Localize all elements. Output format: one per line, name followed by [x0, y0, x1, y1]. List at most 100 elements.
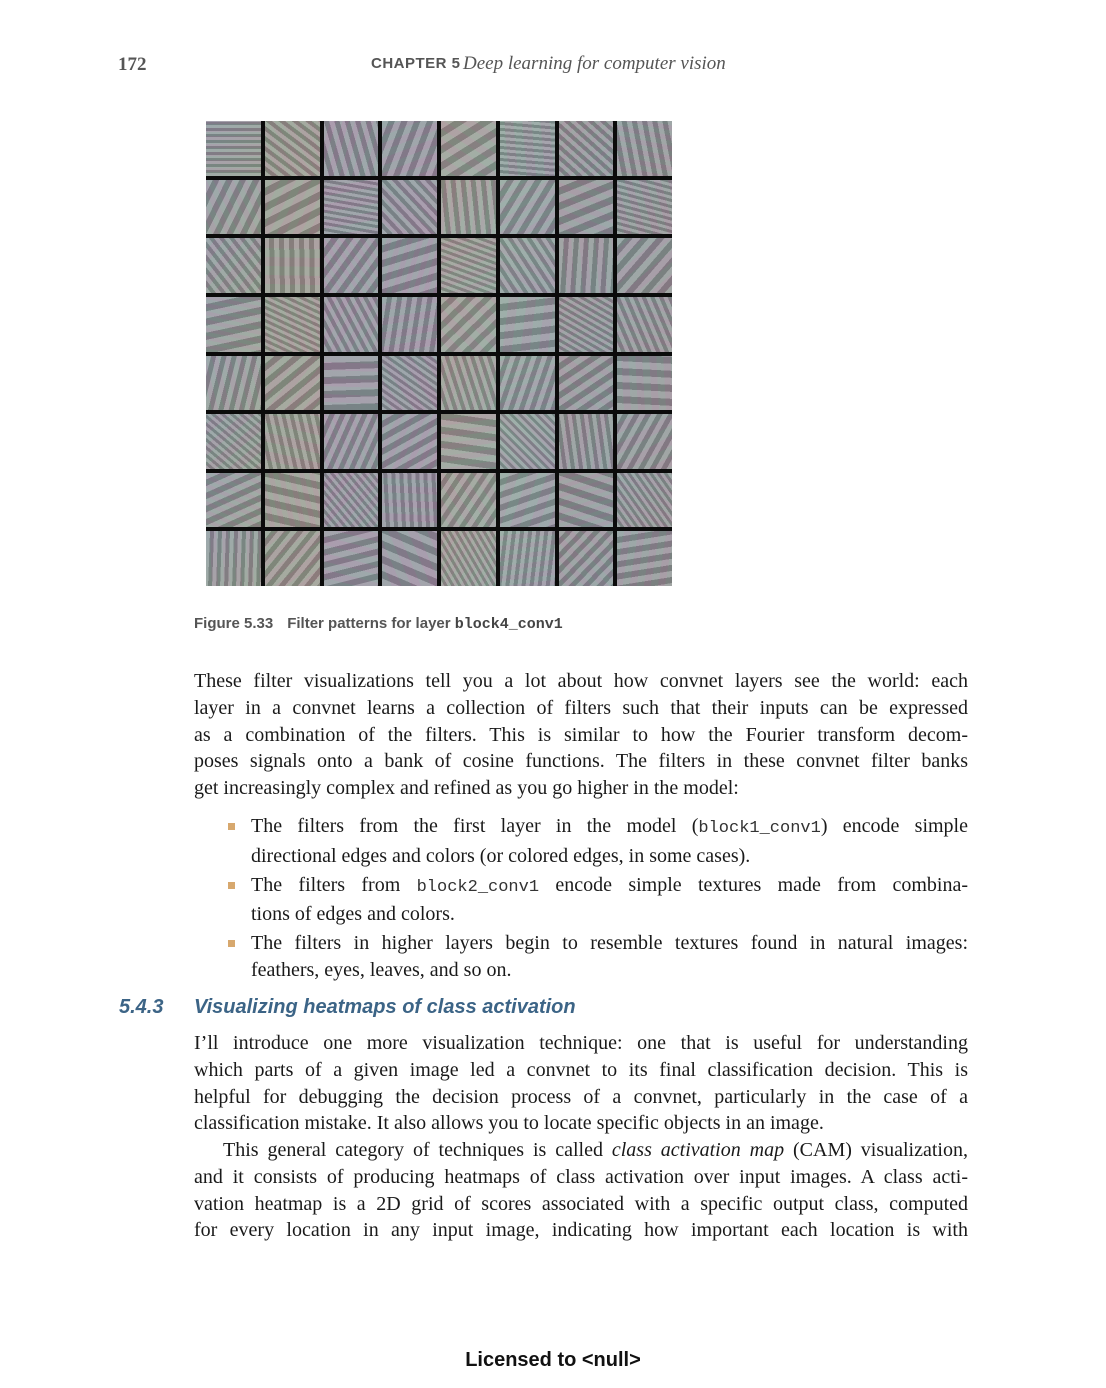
filter-pattern-tile [558, 296, 614, 352]
caption-text: Filter patterns for layer [287, 615, 451, 632]
filter-pattern-tile [206, 296, 261, 352]
filter-pattern-tile [323, 355, 379, 411]
filter-pattern-tile [382, 414, 437, 469]
list-item: The filters in higher layers begin to re… [224, 930, 968, 984]
text-line: layer in a convnet learns a collection o… [194, 696, 968, 719]
filter-pattern-tile [617, 179, 672, 235]
filter-pattern-tile [382, 121, 437, 176]
filter-pattern-tile [264, 121, 320, 176]
chapter-label: CHAPTER 5 [371, 55, 461, 72]
filter-pattern-tile [323, 472, 379, 528]
caption-code: block4_conv1 [454, 616, 563, 633]
license-footer: Licensed to <null> [465, 1349, 641, 1371]
filter-pattern-tile [441, 296, 496, 352]
filter-pattern-tile [206, 179, 261, 235]
bullet-text: ) encode simple [820, 815, 968, 837]
filter-pattern-tile [499, 238, 555, 293]
filter-pattern-tile [323, 179, 379, 235]
bullet-square-icon [228, 823, 235, 830]
filter-pattern-tile [441, 179, 496, 235]
text-line: I’ll introduce one more visualization te… [194, 1032, 968, 1054]
bullet-text: tions of edges and colors. [251, 903, 455, 926]
bullet-square-icon [228, 881, 235, 889]
filter-patterns-figure [206, 121, 672, 586]
section-title: Visualizing heatmaps of class activation [194, 996, 576, 1018]
bullet-text: The filters from the first layer in the … [251, 815, 699, 837]
code-block2-conv1: block2_conv1 [416, 877, 540, 897]
filter-pattern-tile [499, 472, 555, 528]
text-line: get increasingly complex and refined as … [194, 777, 739, 800]
text-line: for every location in any input image, i… [194, 1219, 968, 1242]
filter-pattern-tile [617, 472, 672, 528]
chapter-title: Deep learning for computer vision [463, 53, 726, 74]
filter-pattern-tile [617, 121, 672, 176]
filter-pattern-tile [323, 296, 379, 352]
bullet-text: feathers, eyes, leaves, and so on. [251, 958, 512, 981]
section-number: 5.4.3 [119, 996, 164, 1018]
code-block1-conv1: block1_conv1 [698, 819, 821, 838]
list-item: The filters from block2_conv1 encode sim… [224, 872, 968, 929]
bullet-square-icon [228, 940, 235, 948]
text-segment: (CAM) visualization, [784, 1139, 968, 1161]
filter-pattern-tile [441, 121, 496, 176]
filter-pattern-tile [264, 531, 320, 586]
filter-pattern-tile [206, 121, 261, 176]
filter-pattern-tile [323, 121, 379, 176]
text-line: which parts of a given image led a convn… [194, 1058, 968, 1081]
filter-pattern-tile [558, 472, 614, 528]
text-line: and it consists of producing heatmaps of… [194, 1165, 968, 1188]
text-line: These filter visualizations tell you a l… [194, 670, 968, 692]
figure-label: Figure 5.33 [194, 615, 274, 632]
filter-pattern-tile [499, 531, 555, 586]
page-number: 172 [118, 54, 147, 75]
filter-pattern-tile [558, 179, 614, 235]
filter-pattern-tile [499, 414, 555, 469]
filter-pattern-tile [617, 414, 672, 469]
filter-pattern-tile [441, 472, 496, 528]
text-line: as a combination of the filters. This is… [194, 723, 968, 746]
filter-pattern-tile [264, 414, 320, 469]
filter-pattern-tile [617, 355, 672, 411]
filter-pattern-tile [382, 531, 437, 586]
text-line: vation heatmap is a 2D grid of scores as… [194, 1192, 968, 1215]
filter-pattern-tile [617, 531, 672, 586]
filter-pattern-tile [441, 355, 496, 411]
filter-pattern-tile [441, 414, 496, 469]
filter-pattern-tile [617, 296, 672, 352]
filter-pattern-tile [382, 296, 437, 352]
filter-pattern-tile [499, 179, 555, 235]
paragraph-cam-definition: This general category of techniques is c… [194, 1137, 968, 1244]
filter-pattern-tile [323, 531, 379, 586]
filter-pattern-tile [264, 472, 320, 528]
filter-pattern-tile [617, 238, 672, 293]
filter-pattern-tile [499, 121, 555, 176]
filter-pattern-tile [323, 238, 379, 293]
filter-pattern-tile [441, 238, 496, 293]
bullet-list: The filters from the first layer in the … [224, 813, 968, 986]
paragraph-intro-cam: I’ll introduce one more visualization te… [194, 1030, 968, 1137]
filter-pattern-tile [264, 179, 320, 235]
filter-pattern-tile [206, 531, 261, 586]
text-segment: This general category of techniques is c… [223, 1139, 612, 1161]
filter-pattern-tile [441, 531, 496, 586]
filter-pattern-tile [264, 238, 320, 293]
filter-pattern-tile [206, 472, 261, 528]
list-item: The filters from the first layer in the … [224, 813, 968, 870]
paragraph-filters: These filter visualizations tell you a l… [194, 668, 968, 802]
filter-pattern-tile [382, 238, 437, 293]
text-line: helpful for debugging the decision proce… [194, 1085, 968, 1108]
filter-pattern-tile [558, 238, 614, 293]
bullet-text: encode simple textures made from combina… [539, 873, 968, 896]
figure-caption: Figure 5.33 Filter patterns for layer blo… [194, 615, 563, 633]
filter-pattern-tile [558, 531, 614, 586]
bullet-text: directional edges and colors (or colored… [251, 844, 751, 867]
filter-pattern-tile [264, 296, 320, 352]
cam-term: class activation map [611, 1139, 785, 1161]
filter-pattern-tile [558, 414, 614, 469]
filter-pattern-tile [382, 355, 437, 411]
filter-pattern-tile [264, 355, 320, 411]
filter-pattern-tile [499, 296, 555, 352]
bullet-text: The filters in higher layers begin to re… [251, 932, 968, 955]
filter-pattern-tile [323, 414, 379, 469]
filter-pattern-tile [499, 355, 555, 411]
